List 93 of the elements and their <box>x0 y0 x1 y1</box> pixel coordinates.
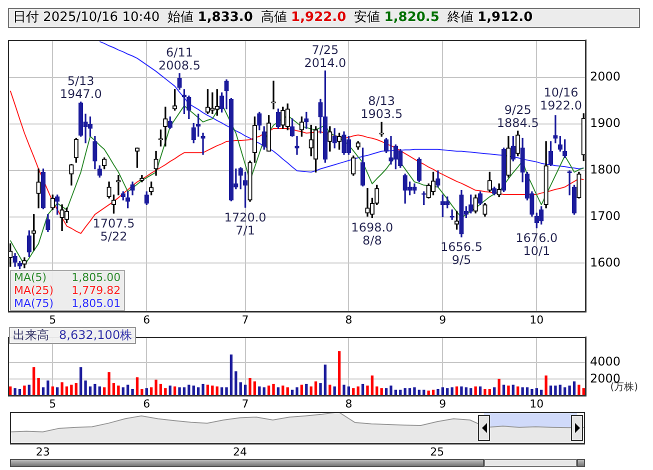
bar <box>324 364 327 396</box>
bar <box>484 388 486 396</box>
bar <box>272 384 275 396</box>
x-tick-label: 5 <box>49 397 56 410</box>
x-tick-label: 8 <box>345 397 352 410</box>
y-tick-label: 1600 <box>590 255 621 270</box>
annotation: 8,632,100株 <box>59 328 132 342</box>
bar <box>46 380 50 396</box>
bar <box>498 378 500 396</box>
x-tick-label: 8 <box>345 313 352 326</box>
bar <box>94 384 96 396</box>
x-tick-label: 6 <box>143 397 150 410</box>
bar <box>436 388 440 396</box>
x-tick-label: 7 <box>242 313 249 326</box>
y-tick-label: 4000 <box>590 354 621 369</box>
bar <box>427 390 430 396</box>
bar <box>366 386 369 396</box>
bar <box>60 382 64 396</box>
candlestick <box>271 80 276 110</box>
annotation: 5/13 1947.0 <box>60 74 102 101</box>
bar <box>14 388 16 396</box>
y-tick-label: 1800 <box>590 162 621 176</box>
bar <box>178 387 181 396</box>
x-tick-label: 9 <box>439 397 446 410</box>
x-tick-label: 25 <box>430 445 444 458</box>
x-tick-label: 9 <box>439 313 446 326</box>
y-tick-label: 1900 <box>590 116 621 130</box>
bar <box>32 367 36 396</box>
x-tick-label: 7 <box>242 397 249 410</box>
bar <box>296 387 298 396</box>
bar <box>342 384 346 396</box>
bar <box>136 377 139 396</box>
bar <box>530 388 534 396</box>
bar <box>338 351 341 396</box>
bar <box>230 354 233 396</box>
bar <box>544 376 548 396</box>
x-tick-label: 23 <box>36 445 50 458</box>
bar <box>131 388 134 396</box>
x-tick-label: 24 <box>233 445 247 458</box>
bar <box>140 388 144 396</box>
annotation: 6/11 2008.5 <box>158 45 201 72</box>
y-tick-label: 2000 <box>590 69 621 84</box>
bar <box>319 383 322 396</box>
annotation: 1707.5 5/22 <box>92 216 135 244</box>
annotation: 1720.0 7/1 <box>224 210 266 238</box>
bar <box>568 386 571 396</box>
annotation: 1,805.00 <box>72 271 121 284</box>
bar <box>202 384 204 396</box>
chart-title: 出来高 <box>13 328 49 342</box>
candlestick <box>294 136 300 155</box>
bar <box>507 386 510 396</box>
bar <box>578 384 580 396</box>
annotation: 1698.0 8/8 <box>351 220 394 248</box>
bar <box>450 387 454 396</box>
bar <box>248 378 252 396</box>
bar <box>154 380 158 396</box>
x-tick-label: 10 <box>530 313 544 326</box>
bar <box>474 386 477 396</box>
candlestick <box>553 115 558 144</box>
bar <box>554 386 557 396</box>
bar <box>108 372 110 396</box>
annotation: 7/25 2014.0 <box>304 42 346 70</box>
chart-title: 日付 2025/10/16 10:40 <box>13 10 160 25</box>
bar <box>37 378 40 396</box>
annotation: 1,805.01 <box>72 297 121 310</box>
text: 終値 1,912.0 <box>447 10 533 25</box>
bar <box>460 386 463 396</box>
bar <box>225 387 228 396</box>
annotation: 1656.5 9/5 <box>440 240 482 267</box>
text: 安値 1,820.5 <box>354 10 440 25</box>
annotation: 9/25 1884.5 <box>496 103 539 130</box>
bar <box>23 386 26 396</box>
y-tick-label: 1700 <box>590 208 621 223</box>
text: 高値 1,922.0 <box>260 10 346 25</box>
series-label: MA(5) <box>14 271 48 284</box>
bar <box>413 387 416 396</box>
bar <box>80 367 82 396</box>
annotation: 10/16 1922.0 <box>540 86 582 113</box>
x-tick-label: 5 <box>49 313 56 326</box>
annotation: 1,779.82 <box>72 284 121 297</box>
bar <box>521 387 524 396</box>
bar <box>70 384 73 396</box>
annotation: 8/13 1903.5 <box>360 94 403 122</box>
annotation: 1676.0 10/1 <box>516 230 558 258</box>
bar <box>117 386 120 396</box>
text: MA(25) <box>14 284 54 297</box>
x-tick-label: 6 <box>143 313 150 326</box>
x-tick-label: 10 <box>530 397 544 410</box>
bar <box>390 386 392 396</box>
bar <box>164 388 167 396</box>
bar <box>84 380 87 396</box>
text: 始値 1,833.0 <box>168 10 253 25</box>
text: MA(75) <box>14 297 54 310</box>
